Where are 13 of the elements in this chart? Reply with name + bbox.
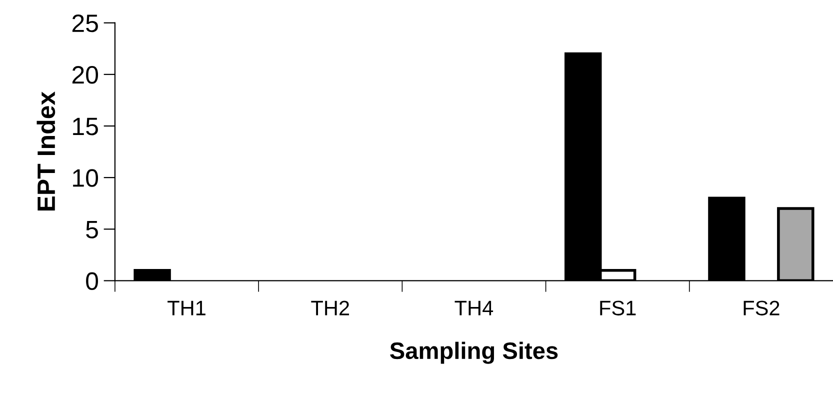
y-tick-label: 10 — [73, 169, 98, 187]
x-tick-label: TH1 — [168, 300, 206, 316]
y-tick-label: 0 — [86, 272, 98, 290]
y-tick-label: 5 — [86, 220, 98, 238]
y-tick-label: 20 — [72, 66, 98, 84]
y-tick-label: 25 — [72, 14, 98, 32]
x-tick-label: FS1 — [600, 300, 636, 316]
x-tick-label: TH2 — [311, 300, 349, 316]
y-tick-label: 15 — [73, 118, 98, 136]
y-axis-title: EPT Index — [36, 92, 56, 211]
x-tick-label: TH4 — [454, 300, 494, 316]
x-axis-title: Sampling Sites — [390, 342, 558, 364]
x-tick-label: FS2 — [744, 300, 780, 316]
